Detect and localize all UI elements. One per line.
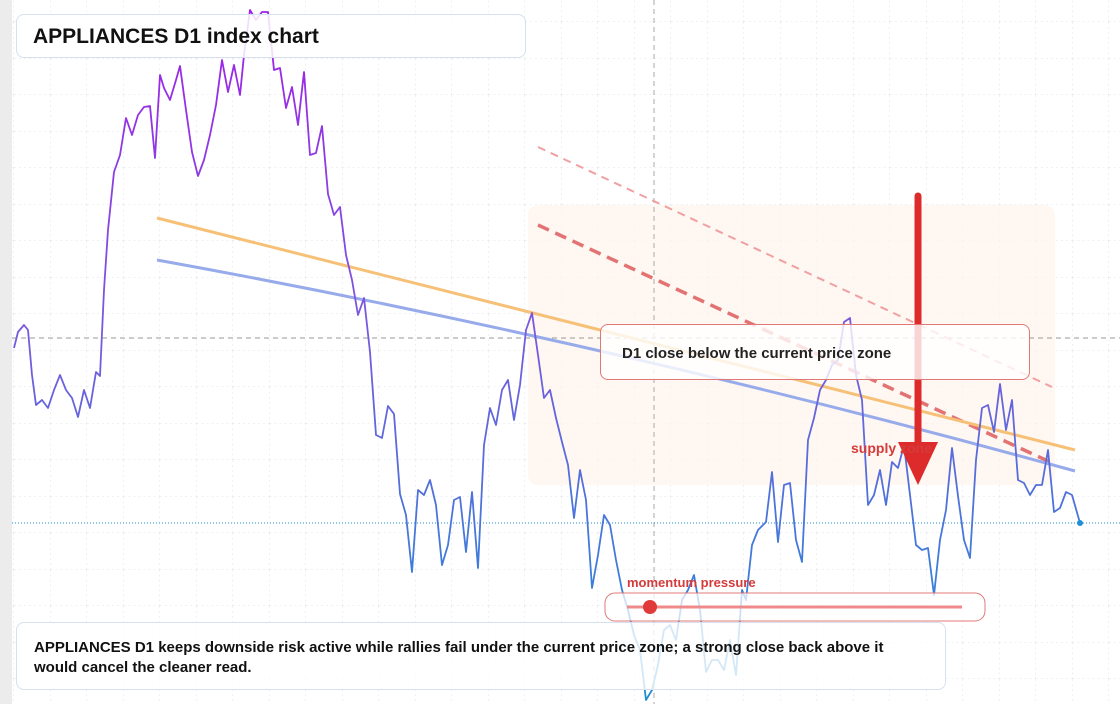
momentum-dot xyxy=(643,600,657,614)
arrow-head xyxy=(898,442,938,485)
summary-note: APPLIANCES D1 keeps downside risk active… xyxy=(16,622,946,690)
channel-upper xyxy=(537,146,1053,388)
price-line xyxy=(13,9,1081,701)
momentum-label: momentum pressure xyxy=(627,575,756,590)
left-edge xyxy=(0,0,12,704)
last-point xyxy=(1077,520,1083,526)
zone-callout: D1 close below the current price zone xyxy=(600,324,1030,380)
supply-label: supply zone xyxy=(851,440,932,456)
chart-title: APPLIANCES D1 index chart xyxy=(16,14,526,58)
